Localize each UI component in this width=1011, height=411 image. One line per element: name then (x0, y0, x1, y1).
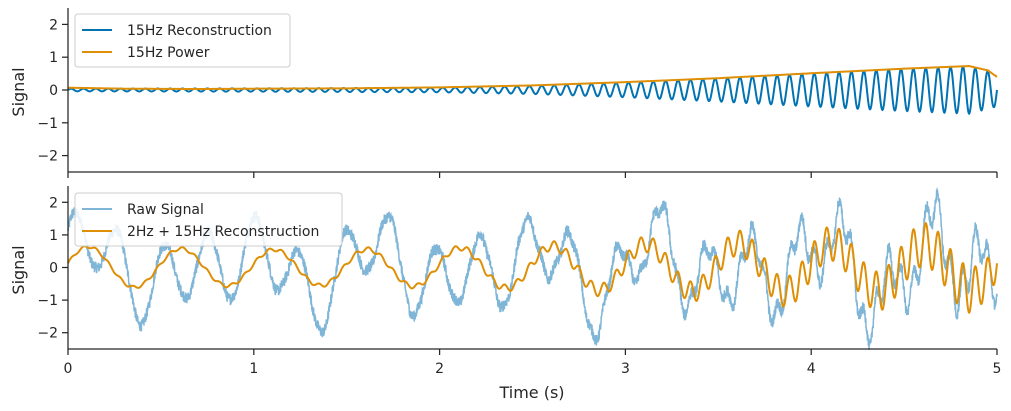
y-tick-label: −2 (37, 326, 58, 342)
x-tick-label: 4 (807, 361, 816, 377)
top-panel: Signal −2 −1 0 1 2 15Hz Reconstruction 15Hz … (9, 8, 998, 178)
legend-label-15hz-power: 15Hz Power (127, 45, 210, 61)
y-tick-label: −2 (37, 149, 58, 165)
top-y-ticks: −2 −1 0 1 2 (37, 17, 68, 165)
top-legend: 15Hz Reconstruction 15Hz Power (74, 13, 291, 68)
top-x-ticks (67, 172, 998, 178)
series-raw-signal-line (67, 186, 998, 351)
bottom-ylabel: Signal (9, 245, 28, 294)
y-tick-label: 0 (49, 261, 58, 277)
y-tick-label: −1 (37, 293, 58, 309)
series-15hz-reconstruction-line (67, 65, 998, 116)
legend-label-2hz-15hz-reconstruction: 2Hz + 15Hz Reconstruction (127, 224, 319, 240)
bottom-series-group (67, 186, 998, 351)
legend-label-15hz-reconstruction: 15Hz Reconstruction (127, 23, 272, 39)
x-tick-label: 0 (64, 361, 73, 377)
bottom-legend: Raw Signal 2Hz + 15Hz Reconstruction (74, 192, 343, 247)
y-tick-label: 0 (49, 83, 58, 99)
bottom-panel: Signal −2 −1 0 1 2 0 1 2 3 4 5 Raw Signal 2Hz + 1… (9, 186, 1001, 402)
top-series-group (67, 65, 998, 116)
bottom-x-ticks: 0 1 2 3 4 5 (64, 349, 1002, 377)
y-tick-label: −1 (37, 116, 58, 132)
y-tick-label: 2 (49, 17, 58, 33)
y-tick-label: 1 (49, 50, 58, 66)
x-tick-label: 2 (435, 361, 444, 377)
y-tick-label: 2 (49, 195, 58, 211)
x-tick-label: 5 (993, 361, 1002, 377)
legend-label-raw-signal: Raw Signal (127, 202, 204, 218)
y-tick-label: 1 (49, 228, 58, 244)
bottom-legend-frame (74, 192, 343, 247)
top-legend-frame (74, 13, 291, 68)
series-2hz-15hz-reconstruction-line (67, 222, 998, 314)
top-ylabel: Signal (9, 67, 28, 116)
x-tick-label: 3 (621, 361, 630, 377)
x-tick-label: 1 (249, 361, 258, 377)
bottom-xlabel: Time (s) (498, 383, 564, 402)
series-15hz-power-line (67, 65, 998, 91)
bottom-y-ticks: −2 −1 0 1 2 (37, 195, 68, 342)
